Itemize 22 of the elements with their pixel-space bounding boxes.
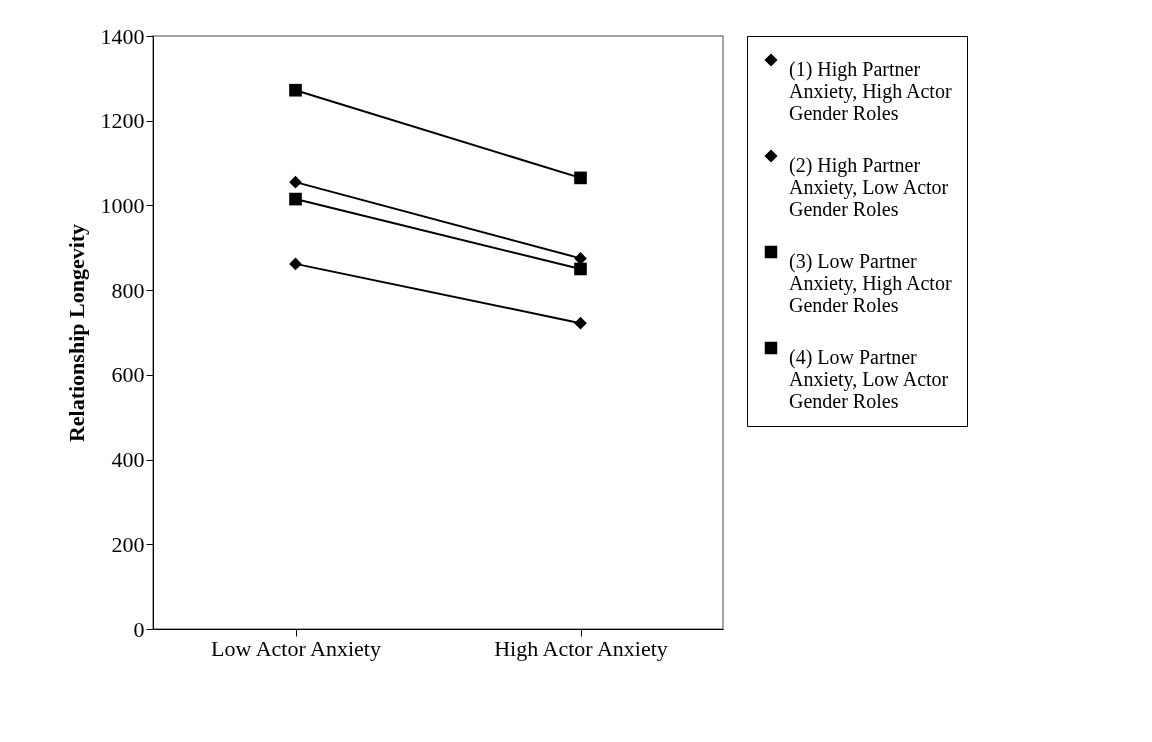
y-tick-label: 800 [111,277,145,303]
y-tick-label: 600 [111,362,145,388]
legend-label: (2) High Partner Anxiety, Low Actor Gender Roles [789,154,949,220]
y-tick-label: 1000 [100,192,145,218]
y-axis-title: Relationship Longevity [63,223,89,443]
legend-label: (3) Low Partner Anxiety, High Actor Gender Roles [789,250,952,316]
point [289,175,302,189]
point [289,192,302,206]
y-tick-label: 400 [111,447,145,473]
point [289,257,302,271]
point [289,83,302,97]
y-tick-label: 200 [111,531,145,557]
legend-label: (1) High Partner Anxiety, High Actor Gender Roles [789,58,952,124]
point [574,316,587,330]
point [574,262,587,276]
y-tick-label: 0 [133,616,145,642]
point [574,171,587,185]
x-tick-label: Low Actor Anxiety [211,635,381,661]
x-tick-label: High Actor Anxiety [494,635,668,661]
y-tick-label: 1400 [100,23,145,49]
y-tick-label: 1200 [100,108,145,134]
legend-label: (4) Low Partner Anxiety, Low Actor Gender Roles [789,346,949,412]
